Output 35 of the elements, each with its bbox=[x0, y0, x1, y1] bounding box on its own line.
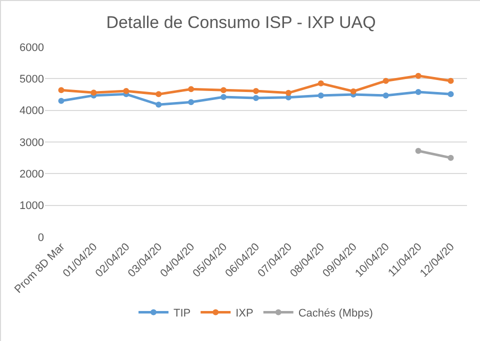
point bbox=[285, 90, 292, 96]
point bbox=[220, 94, 227, 100]
point bbox=[156, 102, 162, 108]
point bbox=[350, 88, 356, 94]
point bbox=[156, 91, 162, 98]
point bbox=[253, 94, 259, 101]
y-tick-label: 5000 bbox=[20, 74, 44, 86]
point bbox=[448, 91, 454, 98]
y-tick-label: 6000 bbox=[20, 42, 44, 54]
point bbox=[415, 88, 422, 95]
y-tick-label: 3000 bbox=[20, 136, 44, 149]
y-tick-label: 2000 bbox=[20, 168, 44, 181]
y-tick-label: 1000 bbox=[20, 200, 44, 212]
legend-label: IXP bbox=[236, 308, 254, 320]
point bbox=[448, 78, 454, 84]
point bbox=[415, 148, 422, 154]
point bbox=[253, 88, 259, 94]
point bbox=[58, 87, 64, 94]
point bbox=[188, 99, 194, 106]
point bbox=[382, 92, 389, 98]
point bbox=[123, 88, 130, 94]
y-tick-label: 0 bbox=[38, 232, 44, 244]
point bbox=[188, 86, 194, 92]
point bbox=[382, 78, 389, 84]
point bbox=[318, 92, 324, 98]
chart-title: Detalle de Consumo ISP - IXP UAQ bbox=[106, 13, 376, 32]
legend-label: Cachés (Mbps) bbox=[298, 308, 373, 320]
point bbox=[90, 90, 97, 96]
y-tick-label: 4000 bbox=[20, 105, 44, 118]
point bbox=[448, 154, 454, 161]
point bbox=[220, 87, 227, 94]
point bbox=[318, 80, 324, 86]
legend-label: TIP bbox=[174, 308, 191, 320]
point bbox=[415, 72, 422, 79]
point bbox=[58, 98, 64, 104]
